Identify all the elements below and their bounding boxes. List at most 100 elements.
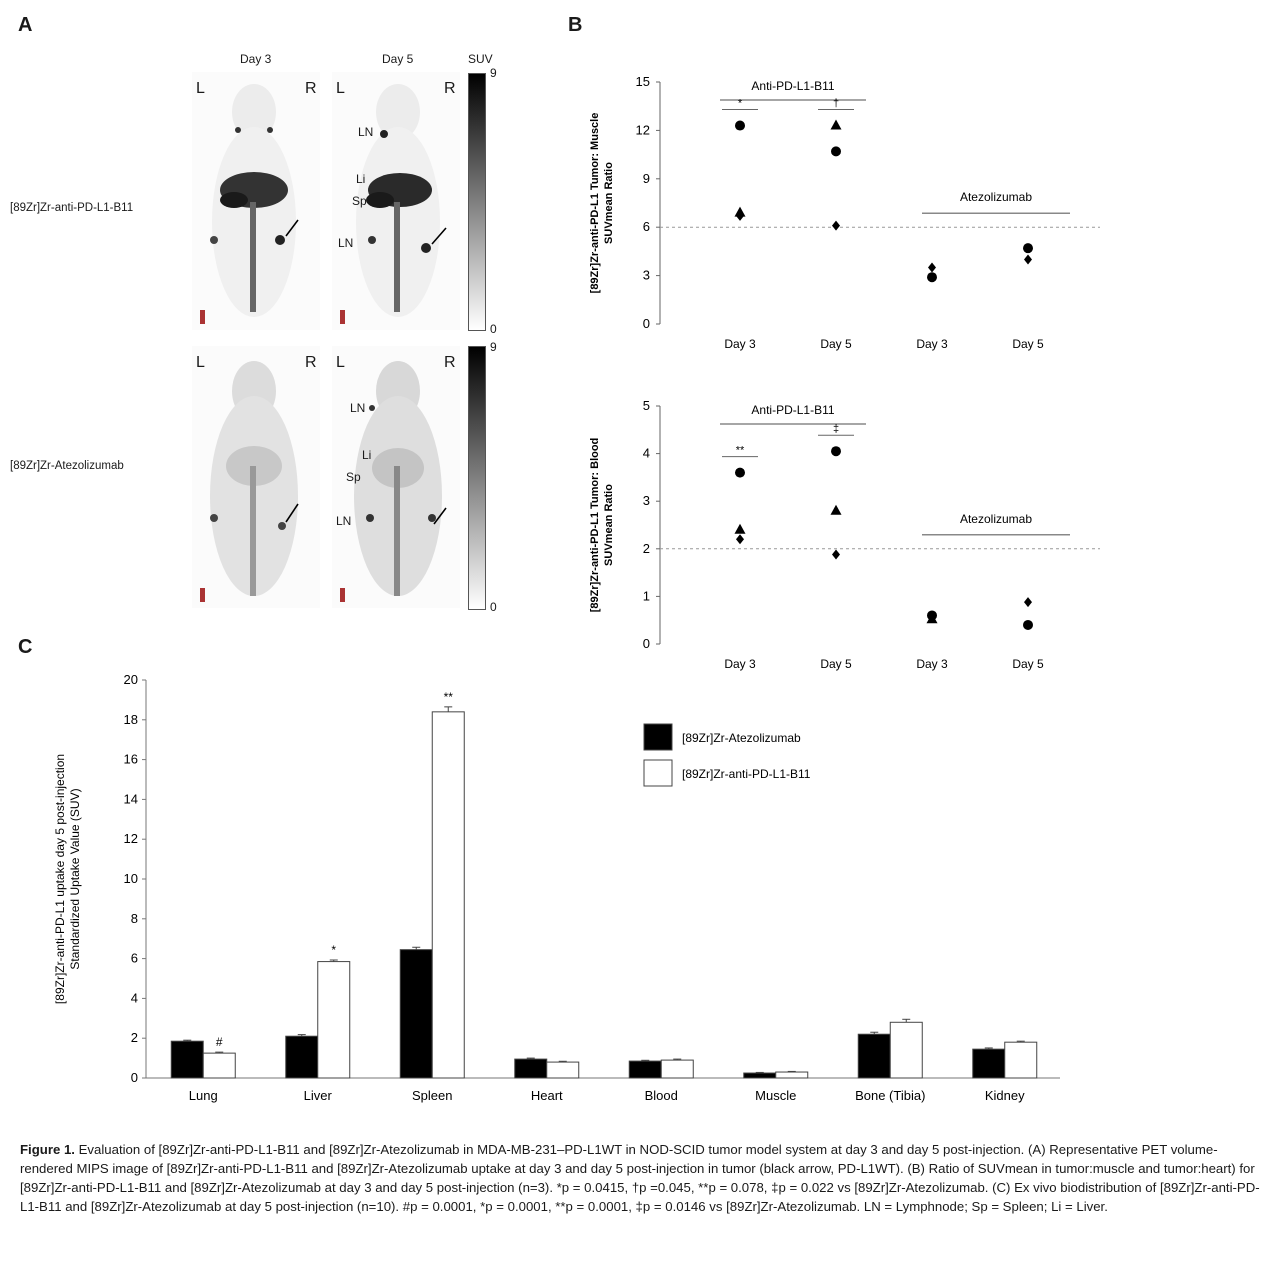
side-left-label: L: [336, 80, 345, 97]
organ-label-li: Li: [362, 448, 372, 462]
side-right-label: R: [444, 80, 456, 97]
y-tick-label: 0: [131, 1070, 138, 1085]
bar: [317, 961, 351, 1079]
bar: [399, 949, 433, 1079]
suv-scale-title: SUV: [468, 52, 493, 66]
side-right-label: R: [305, 354, 317, 371]
y-tick-label: 5: [643, 398, 650, 413]
y-tick-label: 18: [124, 712, 138, 727]
side-left-label: L: [196, 80, 205, 97]
y-tick-label: 14: [124, 791, 138, 806]
legend-label: [89Zr]Zr-anti-PD-L1-B11: [682, 767, 811, 781]
bar: [546, 1061, 580, 1079]
x-tick-label: Bone (Tibia): [855, 1088, 925, 1103]
bar: [202, 1052, 236, 1079]
group-label-atezolizumab: Atezolizumab: [960, 512, 1032, 526]
data-point-diamond: [1024, 254, 1032, 265]
organ-label-ln: LN: [358, 125, 374, 139]
side-right-label: R: [305, 80, 317, 97]
y-axis-label: [89Zr]Zr-anti-PD-L1 uptake day 5 post-in…: [53, 754, 82, 1004]
organ-label-sp: Sp: [346, 470, 361, 484]
y-tick-label: 12: [636, 122, 650, 137]
data-point-triangle: [830, 119, 842, 130]
y-tick-label: 6: [643, 219, 650, 234]
y-tick-label: 2: [131, 1030, 138, 1045]
panel-a-letter: A: [18, 14, 33, 36]
bar: [775, 1071, 809, 1079]
organ-label-li: Li: [356, 172, 366, 186]
y-tick-label: 8: [131, 911, 138, 926]
bar: [660, 1059, 694, 1079]
organ-label-ln: LN: [350, 401, 366, 415]
data-point-circle: [735, 467, 745, 478]
significance-marker: **: [444, 690, 454, 704]
legend-label: [89Zr]Zr-Atezolizumab: [682, 731, 801, 745]
figure-caption: Figure 1. Evaluation of [89Zr]Zr-anti-PD…: [20, 1140, 1260, 1216]
side-left-label: L: [336, 354, 345, 371]
side-left-label: L: [196, 354, 205, 371]
y-tick-label: 0: [643, 316, 650, 331]
significance-marker: ‡: [833, 423, 839, 435]
significance-marker: *: [331, 943, 336, 957]
data-point-diamond: [832, 549, 840, 560]
caption-text: Evaluation of [89Zr]Zr-anti-PD-L1-B11 an…: [20, 1142, 1260, 1214]
bar: [972, 1048, 1006, 1079]
organ-label-ln: LN: [336, 514, 352, 528]
pet-image-b11-day3: [192, 72, 320, 330]
x-tick-label: Blood: [645, 1088, 678, 1103]
group-label-anti-pd-l1-b11: Anti-PD-L1-B11: [751, 403, 834, 417]
y-axis-label: [89Zr]Zr-anti-PD-L1 Tumor: Muscle SUVmean…: [589, 113, 615, 294]
colorbar-min: 0: [490, 600, 497, 614]
y-tick-label: 4: [131, 990, 138, 1005]
y-tick-label: 9: [643, 171, 650, 186]
data-point-triangle: [830, 504, 842, 515]
x-tick-label: Heart: [531, 1088, 563, 1103]
data-point-circle: [735, 120, 745, 131]
y-tick-label: 6: [131, 951, 138, 966]
bar: [743, 1072, 777, 1079]
significance-marker: #: [216, 1035, 223, 1049]
x-tick-label: Muscle: [755, 1088, 796, 1103]
legend-swatch: [643, 759, 673, 787]
bar: [857, 1033, 891, 1079]
organ-label-ln: LN: [338, 236, 354, 250]
pet-mouse-silhouette: [340, 361, 447, 602]
pet-mouse-silhouette: [200, 84, 299, 324]
x-tick-label: Day 3: [724, 337, 756, 351]
pet-mouse-silhouette: [340, 84, 447, 324]
data-point-circle: [831, 146, 841, 157]
x-tick-label: Liver: [304, 1088, 333, 1103]
data-point-diamond: [928, 262, 936, 273]
y-tick-label: 10: [124, 871, 138, 886]
panel-c-letter: C: [18, 636, 33, 658]
row-label-atezolizumab: [89Zr]Zr-Atezolizumab: [10, 460, 124, 472]
bar: [628, 1060, 662, 1079]
colorbar-min: 0: [490, 322, 497, 336]
suv-colorbar: [468, 346, 486, 610]
x-tick-label: Day 3: [724, 657, 756, 671]
bar: [1004, 1041, 1038, 1079]
organ-label-sp: Sp: [352, 194, 367, 208]
pet-image-atezolizumab-day3: [192, 346, 320, 608]
y-tick-label: 20: [124, 672, 138, 687]
column-label-day3: Day 3: [240, 52, 272, 66]
pet-mouse-silhouette: [200, 361, 299, 602]
group-label-anti-pd-l1-b11: Anti-PD-L1-B11: [751, 79, 834, 93]
y-tick-label: 2: [643, 541, 650, 556]
data-point-circle: [1023, 243, 1033, 254]
x-tick-label: Day 5: [820, 337, 852, 351]
data-point-diamond: [736, 534, 744, 545]
x-tick-label: Day 5: [1012, 337, 1044, 351]
y-tick-label: 12: [124, 831, 138, 846]
bar: [431, 711, 465, 1079]
data-point-diamond: [736, 210, 744, 221]
bar: [889, 1021, 923, 1079]
data-point-diamond: [1024, 597, 1032, 608]
column-label-day5: Day 5: [382, 52, 414, 66]
y-tick-label: 1: [643, 588, 650, 603]
x-tick-label: Day 3: [916, 337, 948, 351]
caption-title: Figure 1.: [20, 1142, 75, 1157]
significance-marker: *: [738, 98, 743, 110]
colorbar-max: 9: [490, 66, 497, 80]
significance-marker: †: [833, 98, 839, 110]
